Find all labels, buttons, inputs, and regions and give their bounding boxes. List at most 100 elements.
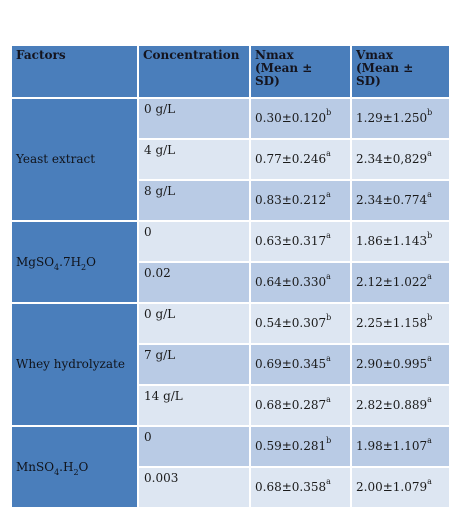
vmax-significance-letter: b bbox=[427, 313, 433, 322]
nmax-cell: 0.83±0.212a bbox=[251, 181, 350, 220]
factor-subscript: 4 bbox=[54, 262, 60, 272]
nmax-significance-letter: a bbox=[326, 190, 331, 199]
table-row: 14 g/L 0.68±0.287a 2.82±0.889a bbox=[12, 386, 449, 425]
nmax-value: 0.64±0.330 bbox=[255, 275, 327, 289]
concentration-cell: 0 bbox=[139, 427, 249, 466]
vmax-value: 2.82±0.889 bbox=[356, 398, 428, 412]
nmax-significance-letter: b bbox=[326, 108, 332, 117]
vmax-value: 2.00±1.079 bbox=[356, 480, 428, 494]
table-row: 4 g/L 0.77±0.246a 2.34±0,829a bbox=[12, 140, 449, 179]
vmax-significance-letter: a bbox=[427, 395, 432, 404]
table-row: 0.02 0.64±0.330a 2.12±1.022a bbox=[12, 263, 449, 302]
header-concentration: Concentration bbox=[139, 46, 249, 97]
factor-subscript: 2 bbox=[81, 262, 87, 272]
factor-text: .7H bbox=[59, 254, 82, 269]
concentration-cell: 0.02 bbox=[139, 263, 249, 302]
factor-text: .H bbox=[59, 459, 74, 474]
nmax-significance-letter: a bbox=[326, 149, 331, 158]
vmax-cell: 1.98±1.107a bbox=[352, 427, 449, 466]
nmax-value: 0.69±0.345 bbox=[255, 357, 327, 371]
table-row: MgSO4.7H2O 0 0.63±0.317a 1.86±1.143b bbox=[12, 222, 449, 302]
vmax-cell: 1.29±1.250b bbox=[352, 99, 449, 138]
nmax-significance-letter: b bbox=[326, 313, 332, 322]
concentration-cell: 0 g/L bbox=[139, 99, 249, 138]
vmax-cell: 2.34±0,829a bbox=[352, 140, 449, 179]
nmax-value: 0.68±0.358 bbox=[255, 480, 327, 494]
table-row: 8 g/L 0.83±0.212a 2.34±0.774a bbox=[12, 181, 449, 220]
concentration-cell: 0 g/L bbox=[139, 304, 249, 343]
vmax-value: 2.34±0.774 bbox=[356, 193, 428, 207]
table-row: Whey hydrolyzate 0 g/L 0.54±0.307b 2.25±1.1… bbox=[12, 304, 449, 425]
concentration-cell: 7 g/L bbox=[139, 345, 249, 384]
nmax-cell: 0.63±0.317a bbox=[251, 222, 350, 261]
nmax-significance-letter: a bbox=[326, 395, 331, 404]
nmax-cell: 0.68±0.287a bbox=[251, 386, 350, 425]
factor-subscript: 4 bbox=[54, 467, 60, 477]
header-row: Factors Concentration Nmax (Mean ± SD) V… bbox=[12, 46, 449, 97]
vmax-value: 1.29±1.250 bbox=[356, 111, 428, 125]
factor-text: Yeast extract bbox=[16, 152, 96, 166]
header-nmax: Nmax (Mean ± SD) bbox=[251, 46, 350, 97]
nmax-significance-letter: a bbox=[326, 231, 331, 240]
vmax-significance-letter: a bbox=[427, 272, 432, 281]
table-row: MnSO4.H2O 0 0.59±0.281b 1.98±1.107a bbox=[12, 427, 449, 507]
nmax-significance-letter: a bbox=[326, 354, 331, 363]
factor-cell: MgSO4.7H2O bbox=[12, 222, 137, 302]
factor-text: MgSO bbox=[16, 254, 55, 269]
vmax-significance-letter: a bbox=[427, 354, 432, 363]
nmax-value: 0.83±0.212 bbox=[255, 193, 327, 207]
nmax-cell: 0.69±0.345a bbox=[251, 345, 350, 384]
vmax-value: 2.25±1.158 bbox=[356, 316, 428, 330]
vmax-cell: 2.82±0.889a bbox=[352, 386, 449, 425]
vmax-significance-letter: a bbox=[427, 436, 432, 445]
vmax-significance-letter: b bbox=[427, 108, 433, 117]
nmax-cell: 0.30±0.120b bbox=[251, 99, 350, 138]
nmax-cell: 0.68±0.358a bbox=[251, 468, 350, 507]
nmax-value: 0.30±0.120 bbox=[255, 111, 327, 125]
vmax-significance-letter: a bbox=[427, 190, 432, 199]
concentration-cell: 0 bbox=[139, 222, 249, 261]
vmax-value: 2.90±0.995 bbox=[356, 357, 428, 371]
factor-text: Whey hydrolyzate bbox=[16, 357, 125, 371]
vmax-value: 2.34±0,829 bbox=[356, 152, 428, 166]
factor-text: O bbox=[86, 254, 96, 269]
vmax-cell: 2.25±1.158b bbox=[352, 304, 449, 343]
vmax-cell: 2.12±1.022a bbox=[352, 263, 449, 302]
header-vmax: Vmax (Mean ± SD) bbox=[352, 46, 449, 97]
nmax-value: 0.77±0.246 bbox=[255, 152, 327, 166]
table-row: 7 g/L 0.69±0.345a 2.90±0.995a bbox=[12, 345, 449, 384]
vmax-significance-letter: b bbox=[427, 231, 433, 240]
nmax-significance-letter: b bbox=[326, 436, 332, 445]
vmax-cell: 2.34±0.774a bbox=[352, 181, 449, 220]
concentration-cell: 4 g/L bbox=[139, 140, 249, 179]
nmax-value: 0.59±0.281 bbox=[255, 439, 327, 453]
table-row: Yeast extract 0 g/L 0.30±0.120b 1.29±1.250b bbox=[12, 99, 449, 220]
concentration-cell: 8 g/L bbox=[139, 181, 249, 220]
nmax-significance-letter: a bbox=[326, 477, 331, 486]
nmax-value: 0.68±0.287 bbox=[255, 398, 327, 412]
vmax-value: 1.98±1.107 bbox=[356, 439, 428, 453]
vmax-value: 1.86±1.143 bbox=[356, 234, 428, 248]
factor-text: O bbox=[78, 459, 89, 474]
concentration-cell: 0.003 bbox=[139, 468, 249, 507]
nmax-cell: 0.77±0.246a bbox=[251, 140, 350, 179]
nmax-significance-letter: a bbox=[326, 272, 331, 281]
factor-cell: MnSO4.H2O bbox=[12, 427, 137, 507]
nmax-value: 0.63±0.317 bbox=[255, 234, 327, 248]
factor-cell: Yeast extract bbox=[12, 99, 137, 220]
concentration-cell: 14 g/L bbox=[139, 386, 249, 425]
vmax-significance-letter: a bbox=[427, 149, 432, 158]
vmax-cell: 1.86±1.143b bbox=[352, 222, 449, 261]
results-table: Factors Concentration Nmax (Mean ± SD) V… bbox=[10, 44, 451, 509]
nmax-cell: 0.64±0.330a bbox=[251, 263, 350, 302]
nmax-cell: 0.59±0.281b bbox=[251, 427, 350, 466]
table-body: Yeast extract 0 g/L 0.30±0.120b 1.29±1.250b… bbox=[12, 99, 449, 507]
nmax-value: 0.54±0.307 bbox=[255, 316, 327, 330]
header-factors: Factors bbox=[12, 46, 137, 97]
factor-text: MnSO bbox=[16, 459, 55, 474]
nmax-cell: 0.54±0.307b bbox=[251, 304, 350, 343]
table-row: 0.003 0.68±0.358a 2.00±1.079a bbox=[12, 468, 449, 507]
vmax-significance-letter: a bbox=[427, 477, 432, 486]
vmax-value: 2.12±1.022 bbox=[356, 275, 428, 289]
factor-cell: Whey hydrolyzate bbox=[12, 304, 137, 425]
